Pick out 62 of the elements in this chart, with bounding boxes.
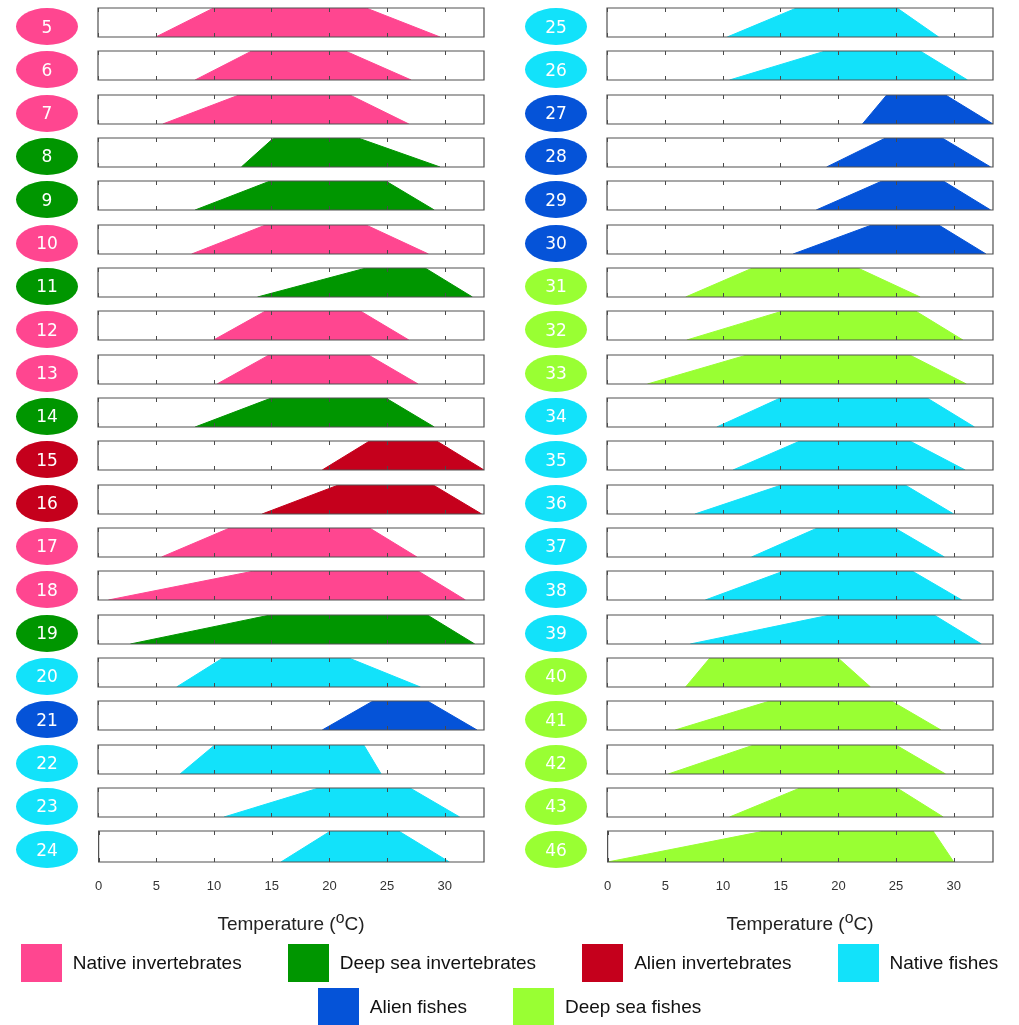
x-tick-label: 20 [831,878,846,894]
x-axis-title: Temperature ($^{o}$C) [725,909,875,936]
x-tick-label: 5 [152,878,160,894]
text: 37 [525,527,587,565]
x-tick-label: 10 [206,878,222,894]
x-axis-title: Temperature ($^{o}$C) [216,909,366,936]
text: 6 [16,51,78,89]
text: 32 [525,311,587,349]
text: 26 [525,51,587,89]
x-tick-label: 20 [322,878,337,894]
text: 8 [16,137,78,175]
legend-label: Deep sea invertebrates [339,952,537,974]
legend-label: Alien fishes [369,996,467,1018]
text: 41 [525,701,587,739]
text: 13 [16,354,78,392]
text: 19 [16,614,78,652]
legend-label: Deep sea fishes [564,996,702,1018]
x-tick-label: 25 [379,878,395,894]
text: 31 [525,267,587,305]
legend-label: Native invertebrates [72,952,242,974]
text: 36 [525,484,587,522]
text: 24 [16,831,78,869]
text: 43 [525,787,587,825]
text: 21 [16,701,78,739]
text: 42 [525,744,587,782]
text: 10 [16,224,78,262]
text: 12 [16,311,78,349]
text: 23 [16,787,78,825]
x-tick-label: 15 [264,878,279,894]
text: 39 [525,614,587,652]
x-tick-label: 0 [95,878,103,894]
text: 27 [525,94,587,132]
text: 35 [525,441,587,479]
text: 15 [16,441,78,479]
x-tick-label: 10 [715,878,731,894]
text: 28 [525,137,587,175]
text: 20 [16,657,78,695]
x-tick-label: 30 [437,878,452,894]
text: 40 [525,657,587,695]
x-tick-label: 15 [773,878,788,894]
x-tick-label: 5 [661,878,669,894]
text: 25 [525,8,587,45]
x-tick-label: 0 [604,878,612,894]
text: 18 [16,571,78,609]
text: 34 [525,397,587,435]
text: 5 [16,8,78,45]
text: 29 [525,181,587,219]
legend-label: Native fishes [889,952,999,974]
text: 22 [16,744,78,782]
text: 17 [16,527,78,565]
text: 14 [16,397,78,435]
text: 38 [525,571,587,609]
legend-label: Alien invertebrates [634,952,792,974]
text: 33 [525,354,587,392]
text: 7 [16,94,78,132]
text: 16 [16,484,78,522]
text: 9 [16,181,78,219]
text: 30 [525,224,587,262]
x-tick-label: 25 [888,878,904,894]
text: 11 [16,267,78,305]
x-tick-label: 30 [946,878,961,894]
text: 46 [525,831,587,869]
